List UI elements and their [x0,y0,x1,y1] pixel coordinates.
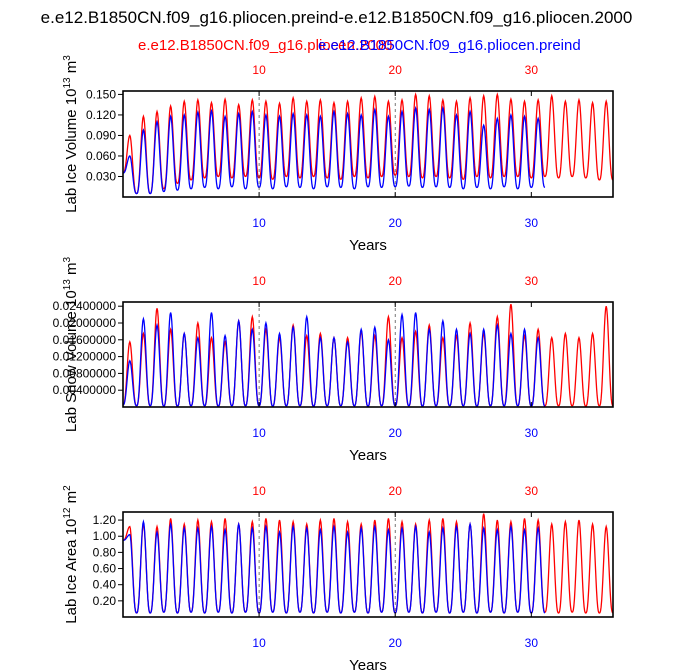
series-line-2000 [122,513,614,614]
y-tick-label: 0.090 [86,128,116,142]
x-tick-label-top: 10 [252,274,266,288]
y-tick-label: 0.20 [93,594,117,608]
chart-panel-ice-area: 0.20 0.40 0.60 0.80 1.00 1.20 10 20 30 10 20 30 Year… [62,484,614,671]
x-tick-label-bottom: 20 [389,426,403,440]
plot-frame [122,301,614,408]
x-axis-title: Years [349,237,387,254]
y-tick-label: 0.01200000 [53,350,117,364]
x-tick-label-top: 20 [389,484,403,498]
x-tick-label-top: 30 [525,63,539,77]
x-axis-title: Years [349,657,387,671]
y-tick-label: 1.00 [93,529,117,543]
x-tick-label-top: 20 [389,63,403,77]
series-line-preind [122,519,546,614]
chart-panel-ice-volume: 0.030 0.060 0.090 0.120 0.150 10 20 30 10 20 30 Yea… [62,55,614,254]
y-tick-label: 0.00400000 [53,383,117,397]
x-axis-title: Years [349,447,387,464]
y-axis-title: Lab Snow Volume 1013 m3 [62,256,80,432]
x-tick-label-bottom: 20 [389,216,403,230]
plot-frame [122,511,614,618]
y-tick-label: 0.80 [93,545,117,559]
legend-entry-2000: e.e12.B1850CN.f09_g16.pliocen.2000 [138,37,393,54]
x-tick-label-top: 10 [252,484,266,498]
y-axis-title: Lab Ice Volume 1013 m3 [62,55,80,213]
y-tick-label: 1.20 [93,513,117,527]
y-tick-label: 0.030 [86,169,116,183]
y-tick-label: 0.02000000 [53,316,117,330]
x-tick-label-top: 30 [525,484,539,498]
x-tick-label-bottom: 30 [525,426,539,440]
x-tick-label-bottom: 10 [252,216,266,230]
x-tick-label-bottom: 20 [389,636,403,650]
y-tick-label: 0.150 [86,87,116,101]
x-tick-label-bottom: 30 [525,216,539,230]
x-tick-label-bottom: 10 [252,636,266,650]
series-line-2000 [122,92,614,195]
y-tick-label: 0.40 [93,578,117,592]
y-tick-label: 0.060 [86,149,116,163]
x-tick-label-top: 20 [389,274,403,288]
plot-frame [122,90,614,198]
chart-panel-snow-volume: 0.00400000 0.00800000 0.01200000 0.01600000… [53,256,614,464]
x-tick-label-top: 30 [525,274,539,288]
y-tick-label: 0.00800000 [53,366,117,380]
y-tick-label: 0.120 [86,108,116,122]
series-line-preind [122,105,546,195]
x-tick-label-bottom: 10 [252,426,266,440]
page-title: e.e12.B1850CN.f09_g16.pliocen.preind-e.e… [40,8,633,27]
y-tick-label: 0.60 [93,562,117,576]
y-tick-label: 0.02400000 [53,299,117,313]
series-line-preind [122,312,546,407]
y-tick-label: 0.01600000 [53,333,117,347]
x-tick-label-top: 10 [252,63,266,77]
y-axis-title: Lab Ice Area 1012 m2 [62,485,80,624]
legend-entry-preind: e.e12.B1850CN.f09_g16.pliocen.preind [318,37,581,54]
x-tick-label-bottom: 30 [525,636,539,650]
